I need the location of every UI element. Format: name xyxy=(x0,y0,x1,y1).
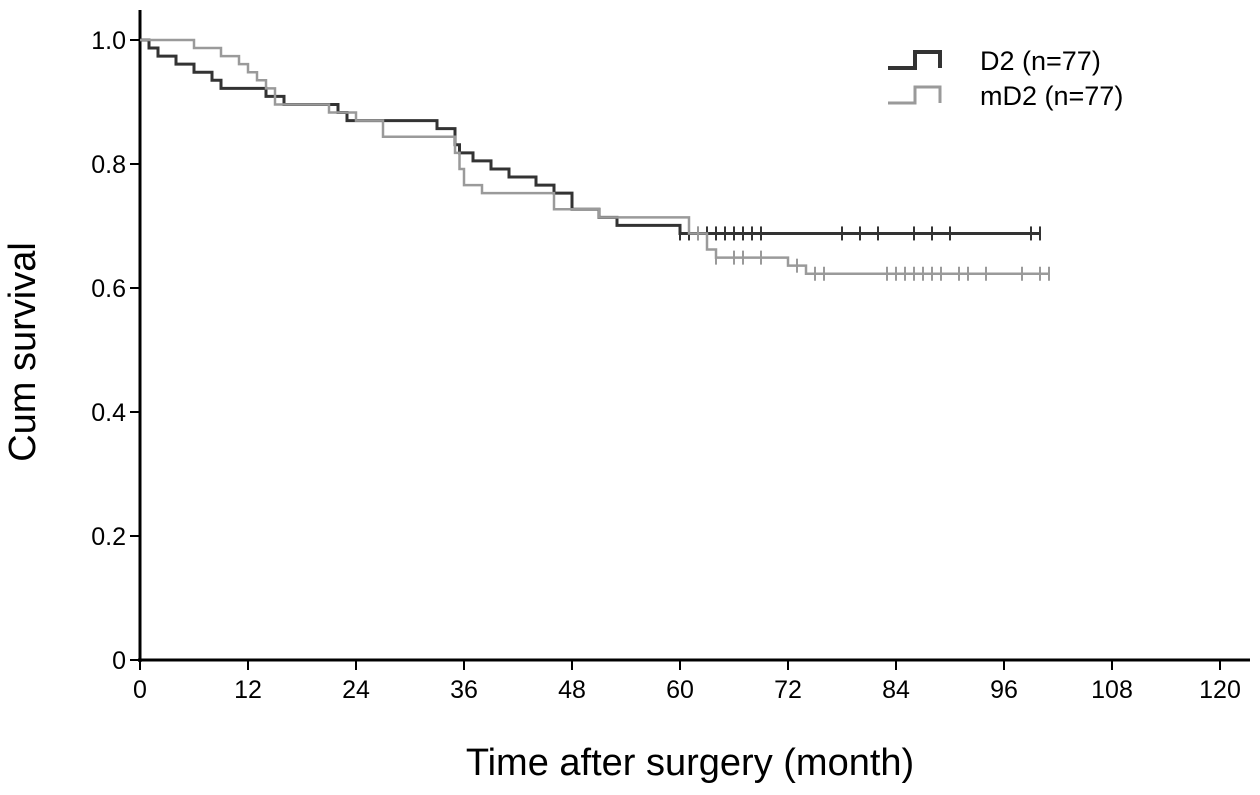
y-axis-title: Cum survival xyxy=(2,242,44,462)
y-tick-label: 0.8 xyxy=(91,151,126,179)
axes: 0 12 24 36 48 60 72 84 96 108 120 0 0.2 0.4 0.6 0.8 1.0 xyxy=(91,10,1250,704)
y-tick-label: 0.2 xyxy=(91,523,126,551)
x-tick-label: 120 xyxy=(1199,676,1241,704)
y-tick-label: 0.4 xyxy=(91,399,126,427)
x-tick-label: 0 xyxy=(133,676,147,704)
series-layer xyxy=(140,38,1050,281)
x-tick-label: 12 xyxy=(234,676,262,704)
survival-curve xyxy=(140,38,1040,235)
x-tick-label: 36 xyxy=(450,676,478,704)
y-tick-label: 0.6 xyxy=(91,275,126,303)
x-tick-label: 48 xyxy=(558,676,586,704)
survival-curve xyxy=(140,38,1049,275)
x-tick-label: 60 xyxy=(666,676,694,704)
x-tick-label: 72 xyxy=(774,676,802,704)
legend-swatch xyxy=(888,50,942,70)
legend: D2 (n=77) mD2 (n=77) xyxy=(888,46,1123,111)
x-tick-label: 24 xyxy=(342,676,370,704)
legend-item: mD2 (n=77) xyxy=(888,81,1123,111)
x-tick-label: 84 xyxy=(882,676,910,704)
x-tick-label: 96 xyxy=(990,676,1018,704)
legend-item: D2 (n=77) xyxy=(888,46,1101,76)
y-ticks: 0 0.2 0.4 0.6 0.8 1.0 xyxy=(91,27,140,675)
legend-label: D2 (n=77) xyxy=(980,46,1101,76)
y-tick-label: 1.0 xyxy=(91,27,126,55)
series-md2 xyxy=(140,38,1050,281)
x-axis-title: Time after surgery (month) xyxy=(466,742,914,784)
y-tick-label: 0 xyxy=(112,647,126,675)
legend-swatch xyxy=(888,85,942,105)
legend-label: mD2 (n=77) xyxy=(980,81,1123,111)
x-tick-label: 108 xyxy=(1091,676,1133,704)
x-ticks: 0 12 24 36 48 60 72 84 96 108 120 xyxy=(133,660,1241,704)
